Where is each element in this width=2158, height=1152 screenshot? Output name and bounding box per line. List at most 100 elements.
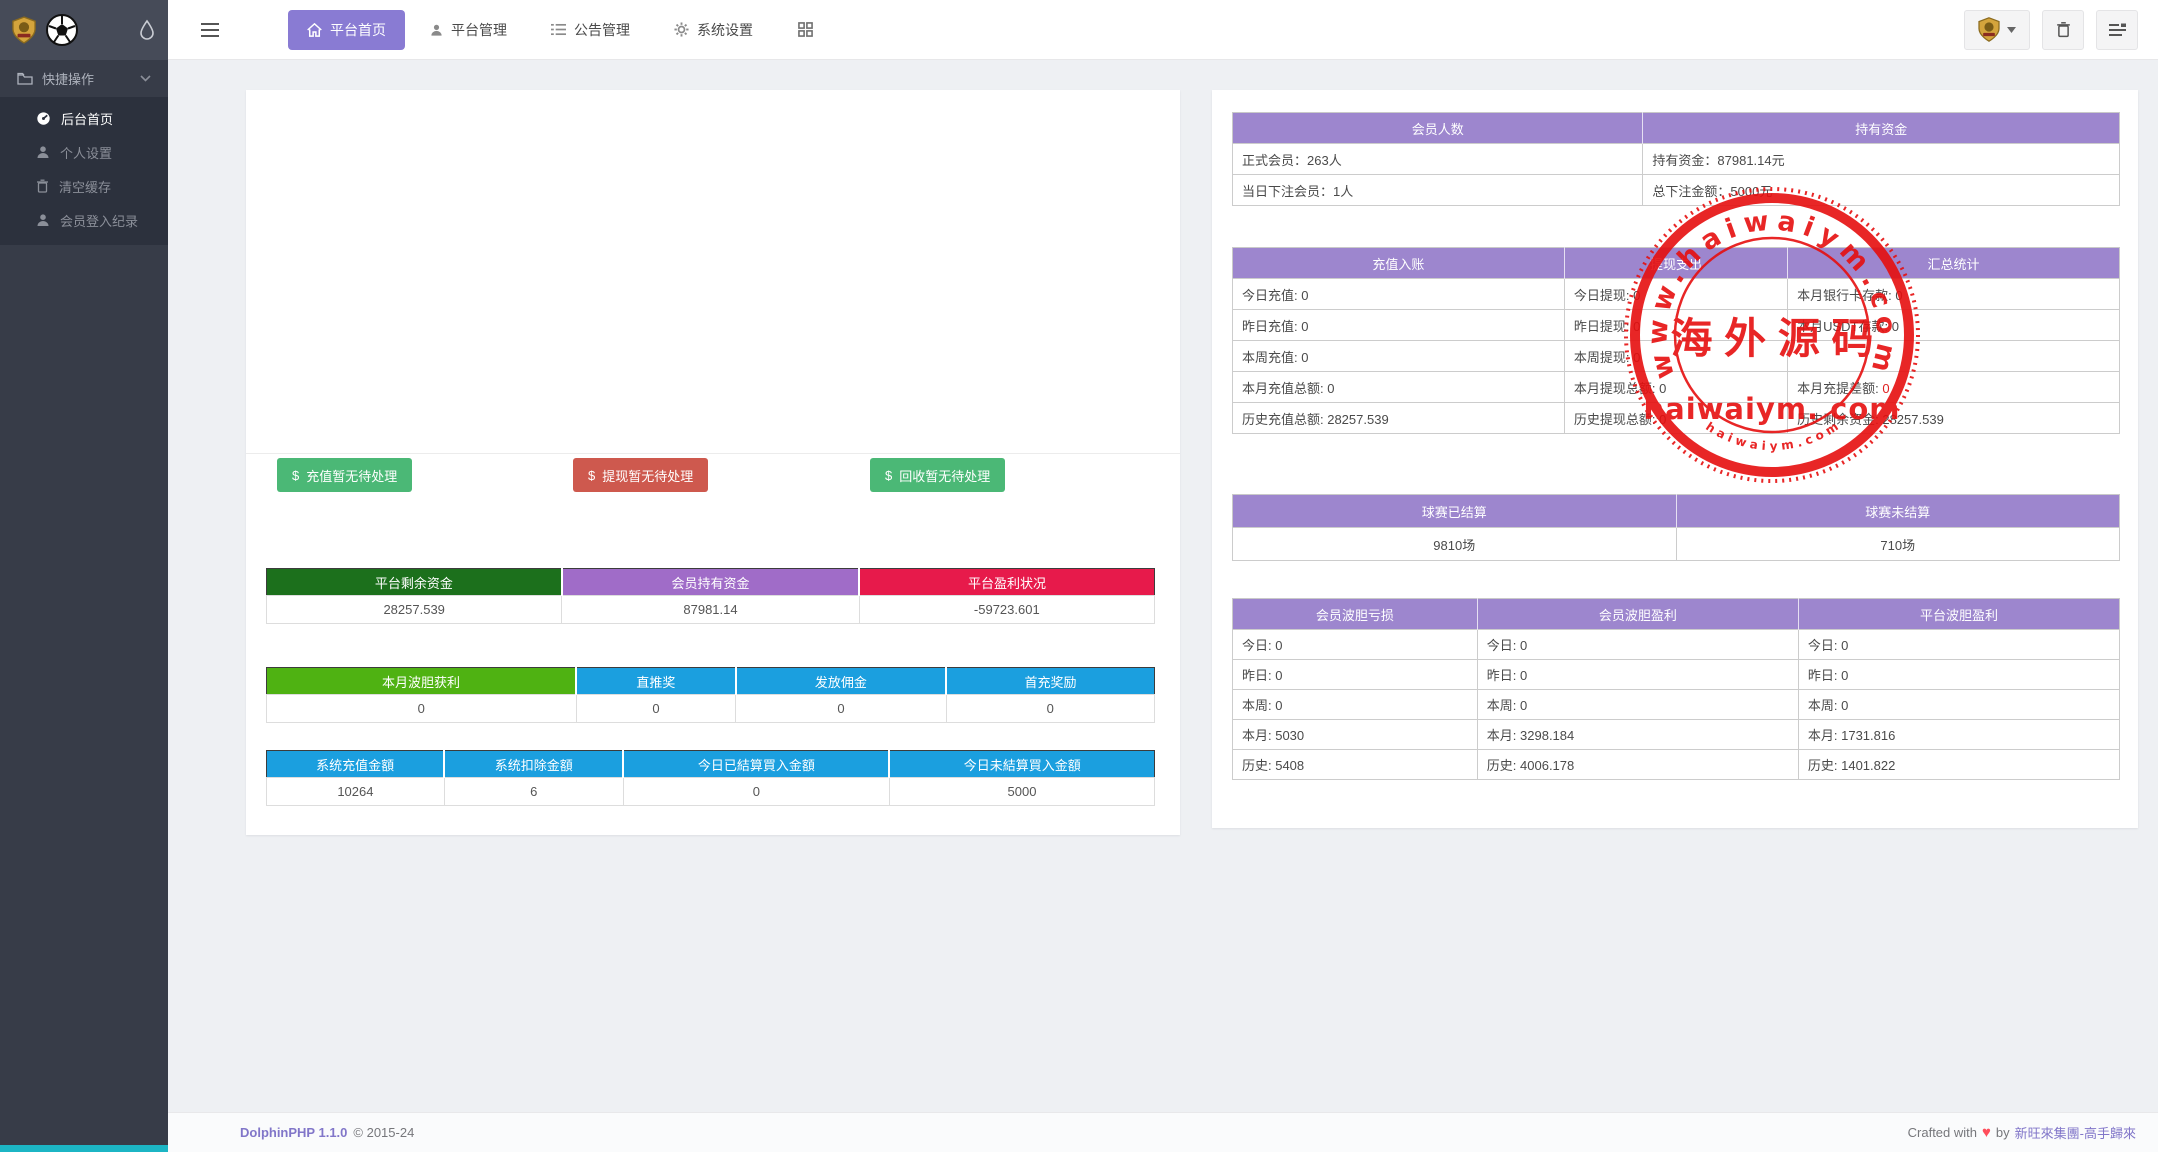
tab-platform-manage[interactable]: 平台管理: [411, 10, 526, 50]
dashboard-icon: [37, 111, 50, 125]
sidebar-item-dashboard[interactable]: 后台首页: [0, 101, 168, 135]
left-stats-card: $ 充值暂无待处理 $ 提现暂无待处理 $ 回收暂无待处理 平台剩余资金 会员持有…: [246, 90, 1180, 835]
table-cell: 28257.539: [265, 595, 563, 624]
table-cell: 9810场: [1232, 527, 1677, 561]
table-cell: 本周: 0: [1797, 689, 2121, 720]
hamburger-menu-icon[interactable]: [190, 10, 230, 50]
tab-label: 公告管理: [574, 21, 630, 38]
user-avatar-button[interactable]: [1964, 9, 2030, 50]
table-cell: 昨日: 0: [1232, 659, 1478, 690]
table-row: 昨日: 0 昨日: 0 昨日: 0: [1232, 659, 2121, 690]
table-cell: 今日充值: 0: [1232, 278, 1565, 310]
apps-grid-icon[interactable]: [786, 11, 824, 49]
table-row: 历史: 5408 历史: 4006.178 历史: 1401.822: [1232, 749, 2121, 780]
logo-bar: [0, 0, 168, 60]
copyright-text: © 2015-24: [353, 1125, 415, 1140]
table-cell: 正式会员：263人: [1231, 143, 1644, 175]
table-cell: 历史: 1401.822: [1797, 749, 2121, 780]
right-stats-card: 会员人数 持有资金 正式会员：263人 持有资金：87981.14元 当日下注会员：1人…: [1212, 90, 2138, 828]
table-cell: 历史剩余资金: 28257.539: [1787, 402, 2120, 434]
recycle-pending-button[interactable]: $ 回收暂无待处理: [870, 458, 1006, 492]
toggle-panel-button[interactable]: [2096, 9, 2138, 50]
sidebar-item-clear-cache[interactable]: 清空缓存: [0, 169, 168, 203]
recharge-pending-button[interactable]: $ 充值暂无待处理: [277, 458, 413, 492]
dolphinphp-link[interactable]: DolphinPHP 1.1.0: [240, 1125, 348, 1140]
gear-icon: [674, 22, 689, 37]
table-header-cell: 会员波胆盈利: [1476, 598, 1799, 630]
sidebar-bottom-strip: [0, 1145, 168, 1152]
table-cell: [1787, 340, 2120, 372]
dollar-icon: $: [292, 467, 300, 483]
trash-icon: [37, 179, 48, 193]
table-cell: 本月: 3298.184: [1476, 719, 1799, 750]
table-header-cell: 平台波胆盈利: [1797, 598, 2120, 630]
table-row: 历史充值总额: 28257.539 历史提现总额: 0 历史剩余资金: 28257.…: [1232, 402, 2120, 434]
table-row: 本周: 0 本周: 0 本周: 0: [1232, 689, 2121, 720]
table-cell: 本月: 5030: [1232, 719, 1478, 750]
table-cell: 本周提现: 0: [1563, 340, 1789, 372]
table-cell: 87981.14: [561, 595, 860, 624]
table-row: 今日: 0 今日: 0 今日: 0: [1232, 629, 2121, 660]
table-cell: 昨日: 0: [1476, 659, 1799, 690]
table-row: 本周充值: 0 本周提现: 0: [1232, 340, 2120, 372]
table-header-cell: 会员波胆亏损: [1232, 598, 1478, 630]
tab-platform-home[interactable]: 平台首页: [288, 9, 405, 50]
sidebar: 快捷操作 后台首页 个人设置: [0, 0, 168, 1152]
table-header-cell: 会员持有资金: [560, 568, 860, 596]
table-cell: 本周充值: 0: [1232, 340, 1565, 372]
table-row: 28257.539 87981.14 -59723.601: [265, 595, 1156, 624]
sidebar-item-label: 清空缓存: [59, 179, 112, 195]
table-cell: 本月USDT存款: 0: [1787, 309, 2120, 341]
footer: DolphinPHP 1.1.0 © 2015-24 Crafted with …: [168, 1112, 2158, 1152]
clear-trash-button[interactable]: [2042, 9, 2084, 50]
crafted-text: Crafted with: [1907, 1125, 1978, 1140]
table-cell: 0: [622, 777, 890, 806]
table-row: 今日充值: 0 今日提现: 0 本月银行卡存款: 0: [1232, 278, 2120, 310]
table-header-cell: 直推奖: [575, 667, 736, 695]
table-header-cell: 球赛已结算: [1232, 494, 1676, 528]
caret-down-icon: [2007, 26, 2016, 33]
profit-loss-table: 会员波胆亏损 会员波胆盈利 平台波胆盈利 今日: 0 今日: 0 今日: 0 昨日: 0 昨日…: [1232, 598, 2121, 780]
table-cell: 今日: 0: [1232, 629, 1478, 660]
table-cell: 今日提现: 0: [1563, 278, 1789, 310]
table-cell: 昨日提现: 0: [1563, 309, 1789, 341]
sidebar-item-login-log[interactable]: 会员登入纪录: [0, 203, 168, 237]
table-cell: 持有资金：87981.14元: [1642, 143, 2120, 175]
table-row: 9810场 710场: [1232, 527, 2120, 561]
brand-crest-icon: [12, 16, 36, 44]
list-panel-icon: [2108, 23, 2126, 36]
table-row: 本月: 5030 本月: 3298.184 本月: 1731.816: [1232, 719, 2121, 750]
sidebar-item-profile[interactable]: 个人设置: [0, 135, 168, 169]
finance-summary-table: 充值入账 提现支出 汇总统计 今日充值: 0 今日提现: 0 本月银行卡存款: 0 昨日充值…: [1232, 247, 2120, 434]
table-cell: 今日: 0: [1476, 629, 1799, 660]
football-logo-icon: [46, 14, 78, 46]
match-settlement-table: 球赛已结算 球赛未结算 9810场 710场: [1232, 494, 2120, 561]
sidebar-item-label: 后台首页: [61, 111, 114, 127]
credit-link[interactable]: 新旺來集團-高手歸來: [2014, 1126, 2136, 1141]
tab-announcement-manage[interactable]: 公告管理: [532, 10, 649, 50]
sidebar-item-label: 个人设置: [60, 145, 113, 161]
topbar: 平台首页 平台管理 公告管理 系统设置: [168, 0, 2158, 60]
table-cell: 本月提现总额: 0: [1563, 371, 1789, 403]
droplet-icon[interactable]: [138, 19, 156, 41]
tab-system-settings[interactable]: 系统设置: [655, 10, 772, 50]
table-row: 昨日充值: 0 昨日提现: 0 本月USDT存款: 0: [1232, 309, 2120, 341]
table-cell: 本月银行卡存款: 0: [1787, 278, 2120, 310]
table-cell: 本月: 1731.816: [1797, 719, 2121, 750]
table-cell: 历史提现总额: 0: [1563, 402, 1789, 434]
table-header-cell: 充值入账: [1232, 247, 1565, 279]
sidebar-section-quick-actions[interactable]: 快捷操作: [0, 60, 168, 97]
table-row: 本月充值总额: 0 本月提现总额: 0 本月充提差额: 0: [1232, 371, 2120, 403]
tab-label: 平台首页: [330, 21, 386, 38]
table-header-cell: 会员人数: [1232, 112, 1643, 144]
table-cell: 0: [735, 694, 947, 723]
table-header-cell: 汇总统计: [1787, 247, 2120, 279]
withdraw-pending-button[interactable]: $ 提现暂无待处理: [573, 458, 709, 492]
trash-icon: [2056, 22, 2070, 38]
table-cell: 0: [575, 694, 737, 723]
monthly-reward-table: 本月波胆获利 直推奖 发放佣金 首充奖励 0 0 0 0: [266, 667, 1156, 723]
table-cell: -59723.601: [858, 595, 1156, 624]
heart-icon: ♥: [1982, 1124, 1991, 1141]
